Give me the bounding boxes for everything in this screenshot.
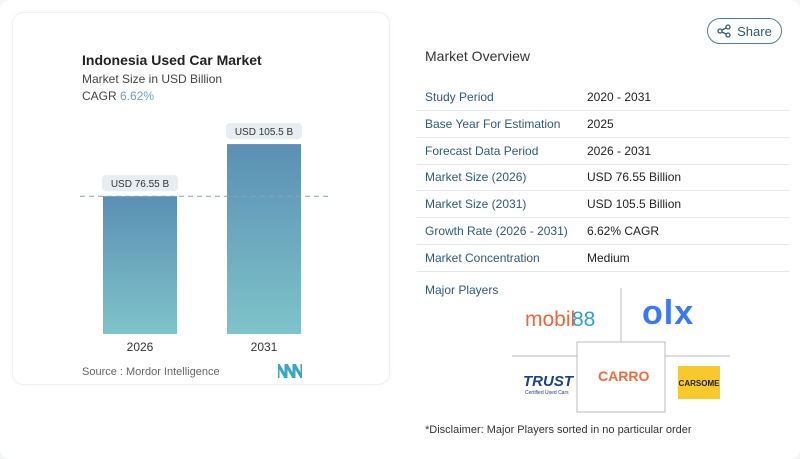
row-value: Medium	[587, 250, 630, 265]
logo-carro: CARRO	[598, 368, 649, 384]
share-label: Share	[737, 23, 772, 39]
svg-text:TRUST: TRUST	[523, 373, 575, 390]
major-players-label: Major Players	[425, 283, 499, 297]
svg-text:Certified Used Cars: Certified Used Cars	[525, 390, 569, 396]
row-value: USD 105.5 Billion	[587, 197, 682, 212]
mordor-logo-icon	[278, 364, 302, 378]
cagr-label: CAGR	[82, 89, 117, 103]
x-tick-label: 2026	[127, 340, 154, 354]
logo-carsome: CARSOME	[678, 366, 720, 399]
row-value: 6.62% CAGR	[587, 224, 660, 238]
cagr-value: 6.62%	[120, 89, 155, 103]
chart-title: Indonesia Used Car Market	[82, 52, 262, 68]
overview-row: Study Period 2020 - 2031	[417, 84, 790, 111]
source-text: Source : Mordor Intelligence	[82, 366, 220, 378]
overview-row: Market Size (2026) USD 76.55 Billion	[417, 164, 790, 192]
chart-card	[12, 12, 390, 385]
row-value: 2020 - 2031	[587, 90, 652, 104]
share-button[interactable]: Share	[707, 18, 782, 44]
bar-2031	[227, 144, 301, 334]
svg-text:CARSOME: CARSOME	[679, 379, 721, 388]
bar-2026	[103, 196, 177, 334]
bar-chart: USD 76.55 B 2026 USD 105.5 B 2031	[80, 123, 328, 354]
overview-row: Market Concentration Medium	[417, 245, 790, 272]
data-label: USD 105.5 B	[235, 127, 294, 138]
row-key: Growth Rate (2026 - 2031)	[425, 224, 568, 238]
x-tick-label: 2031	[251, 340, 278, 354]
data-label: USD 76.55 B	[111, 179, 170, 190]
row-key: Base Year For Estimation	[425, 116, 561, 131]
disclaimer: *Disclaimer: Major Players sorted in no …	[425, 424, 692, 436]
row-value: 2025	[587, 116, 614, 131]
share-icon	[717, 24, 731, 38]
row-key: Market Size (2031)	[425, 197, 527, 212]
overview-row: Growth Rate (2026 - 2031) 6.62% CAGR	[417, 218, 790, 245]
overview-row: Forecast Data Period 2026 - 2031	[417, 138, 790, 165]
svg-text:mobil: mobil	[525, 308, 575, 331]
data-label-bg	[226, 123, 302, 140]
chart-subtitle: Market Size in USD Billion	[82, 72, 223, 86]
overview-title: Market Overview	[425, 48, 531, 64]
overview-row: Market Size (2031) USD 105.5 Billion	[417, 191, 790, 219]
data-label-bg	[102, 175, 178, 192]
cagr: CAGR 6.62%	[82, 89, 154, 103]
overview-row: Base Year For Estimation 2025	[417, 111, 790, 138]
row-value: 2026 - 2031	[587, 143, 652, 158]
svg-text:88: 88	[572, 308, 595, 331]
row-key: Forecast Data Period	[425, 143, 539, 158]
row-key: Study Period	[425, 90, 494, 104]
logo-olx: OLX	[642, 294, 695, 332]
row-key: Market Concentration	[425, 250, 540, 265]
row-key: Market Size (2026)	[425, 170, 527, 185]
row-value: USD 76.55 Billion	[587, 170, 682, 185]
